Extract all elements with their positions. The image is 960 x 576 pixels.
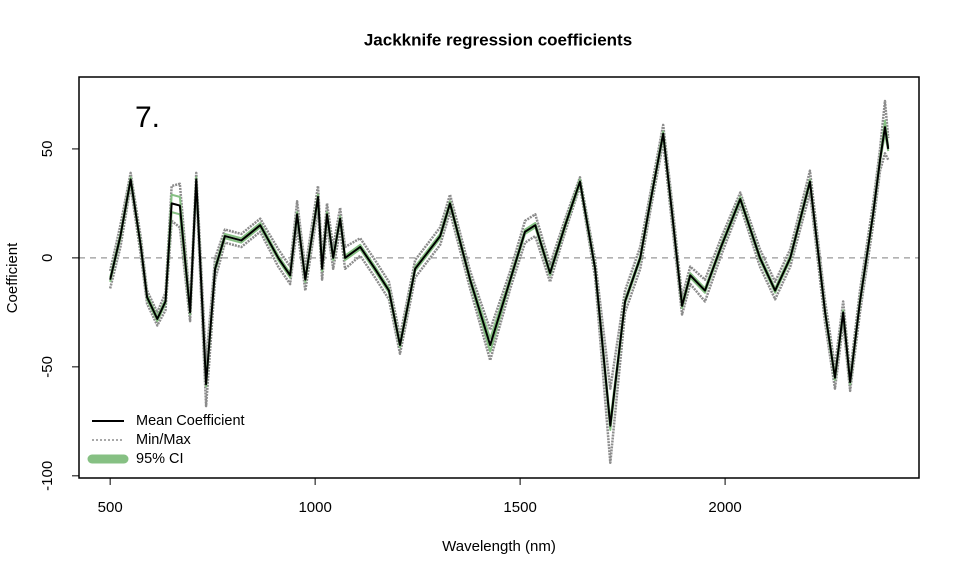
y-axis-label: Coefficient xyxy=(4,242,21,313)
x-tick-label: 2000 xyxy=(708,499,741,516)
legend-label: Min/Max xyxy=(136,432,192,448)
x-tick-label: 1000 xyxy=(298,499,331,516)
annotation: 7. xyxy=(135,101,160,134)
y-tick-label: 0 xyxy=(39,254,56,262)
x-tick-label: 500 xyxy=(98,499,123,516)
x-tick-label: 1500 xyxy=(503,499,536,516)
legend-label: 95% CI xyxy=(136,451,184,467)
ci-line xyxy=(109,119,890,423)
mean-line xyxy=(109,126,890,427)
minmax-line xyxy=(108,99,890,390)
chart-title: Jackknife regression coefficients xyxy=(364,30,632,49)
y-tick-label: 50 xyxy=(39,141,56,158)
plot-frame xyxy=(78,76,920,479)
legend-label: Mean Coefficient xyxy=(136,413,245,429)
x-axis-label: Wavelength (nm) xyxy=(442,538,556,555)
y-tick-label: -100 xyxy=(39,461,56,491)
y-tick-label: -50 xyxy=(39,356,56,378)
